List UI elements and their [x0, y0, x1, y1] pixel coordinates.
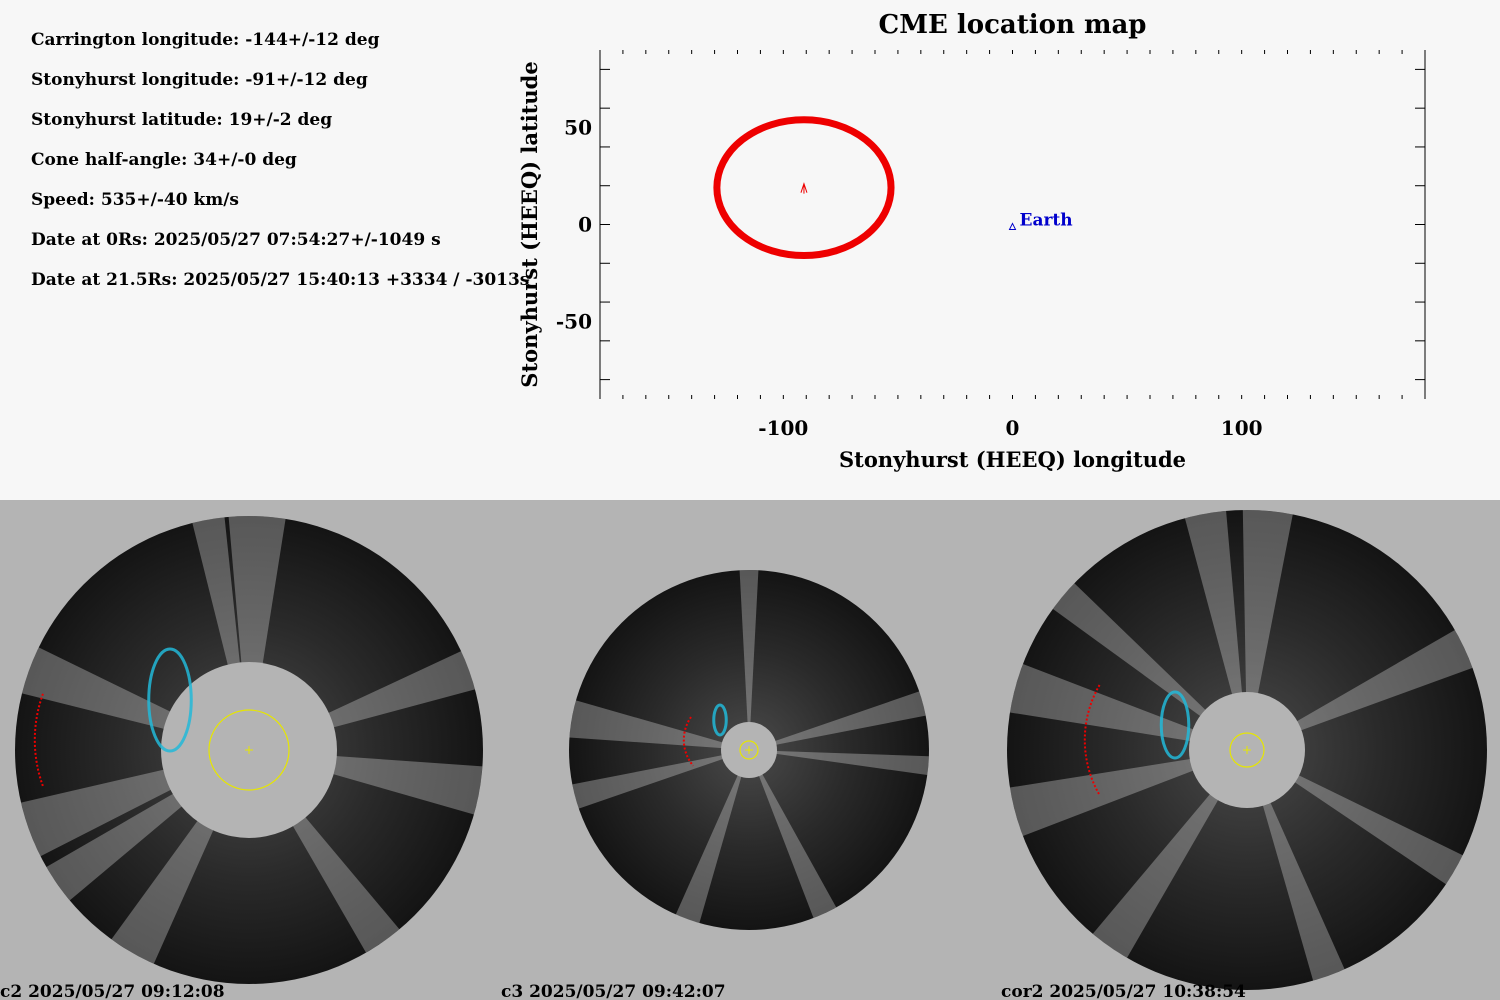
x-tick-label: 0 [1006, 416, 1020, 440]
map-axes: -100 0 100 50 0 -50 Stonyhurst (HEEQ) longitud… [517, 50, 1426, 472]
cme-location-map: -100 0 100 50 0 -50 Stonyhurst (HEEQ) longitud… [517, 50, 1426, 472]
c3-streamer [749, 691, 926, 750]
param-stonyhurst-latitude: Stonyhurst latitude: 19+/-2 deg [31, 110, 333, 130]
c3-streamer [749, 750, 837, 919]
panel-label-cor2: cor2 2025/05/27 10:38:54 [1001, 982, 1246, 1000]
x-axis-title: Stonyhurst (HEEQ) longitude [839, 447, 1186, 472]
param-speed: Speed: 535+/-40 km/s [31, 190, 239, 210]
x-tick-label: -100 [758, 416, 808, 440]
cor2-cme-detection [1159, 690, 1191, 760]
c3-streamer [739, 570, 759, 750]
c3-streamer [675, 750, 749, 924]
cor2-streamer [1009, 750, 1247, 837]
cor2-streamer [1184, 510, 1247, 750]
c2-sun-outline [208, 709, 290, 791]
c3-sun-outline [739, 740, 759, 760]
coronagraph-c3 [569, 570, 929, 930]
c2-sun-center [245, 746, 253, 754]
y-tick-label: 0 [578, 213, 592, 237]
coronagraph-cor2 [1007, 510, 1487, 990]
coronagraph-panels: c2 2025/05/27 09:12:08 c3 2025/05/27 09:… [0, 500, 1500, 1000]
c2-cme-detection [147, 647, 193, 753]
param-date-21-5rs: Date at 21.5Rs: 2025/05/27 15:40:13 +333… [31, 270, 530, 290]
y-tick-label: 50 [564, 116, 592, 140]
cor2-streamer [1052, 583, 1247, 750]
coronagraph-c2 [15, 516, 483, 984]
cme-cone-outline [713, 116, 895, 260]
coronagraph-images [15, 510, 1487, 990]
x-tick-label: 100 [1221, 416, 1263, 440]
param-date-0rs: Date at 0Rs: 2025/05/27 07:54:27+/-1049 … [31, 230, 441, 250]
cor2-sun-center [1243, 746, 1251, 754]
param-cone-half-angle: Cone half-angle: 34+/-0 deg [31, 150, 297, 170]
c2-streamer [228, 516, 286, 750]
cor2-streamer [1242, 510, 1293, 750]
cor2-sun-outline [1229, 732, 1265, 768]
y-tick-label: -50 [556, 309, 592, 333]
earth-marker [1008, 222, 1017, 230]
c3-streamer [749, 750, 929, 776]
param-stonyhurst-longitude: Stonyhurst longitude: -91+/-12 deg [31, 70, 368, 90]
cor2-streamer [1247, 750, 1345, 981]
panel-label-c3: c3 2025/05/27 09:42:07 [501, 982, 726, 1000]
c2-cme-fit-arc [33, 693, 44, 787]
map-marks: Earth [713, 116, 1073, 260]
cor2-streamer [1247, 750, 1463, 885]
cor2-streamer [1092, 750, 1247, 958]
cme-center-marker [800, 182, 808, 194]
c3-sun-center [745, 746, 753, 754]
panel-label-c2: c2 2025/05/27 09:12:08 [0, 982, 225, 1000]
c3-streamer [569, 700, 749, 750]
top-region: Carrington longitude: -144+/-12 deg Ston… [31, 10, 1426, 472]
chart-title: CME location map [878, 10, 1147, 40]
y-axis-title: Stonyhurst (HEEQ) latitude [517, 61, 542, 387]
cor2-cme-fit-arc [1083, 684, 1101, 796]
param-carrington-longitude: Carrington longitude: -144+/-12 deg [31, 30, 380, 50]
c3-cme-detection [712, 703, 728, 737]
c3-cme-fit-arc [682, 716, 694, 767]
cor2-streamer [1247, 630, 1473, 750]
c3-streamer [572, 750, 749, 809]
earth-label: Earth [1020, 210, 1073, 230]
